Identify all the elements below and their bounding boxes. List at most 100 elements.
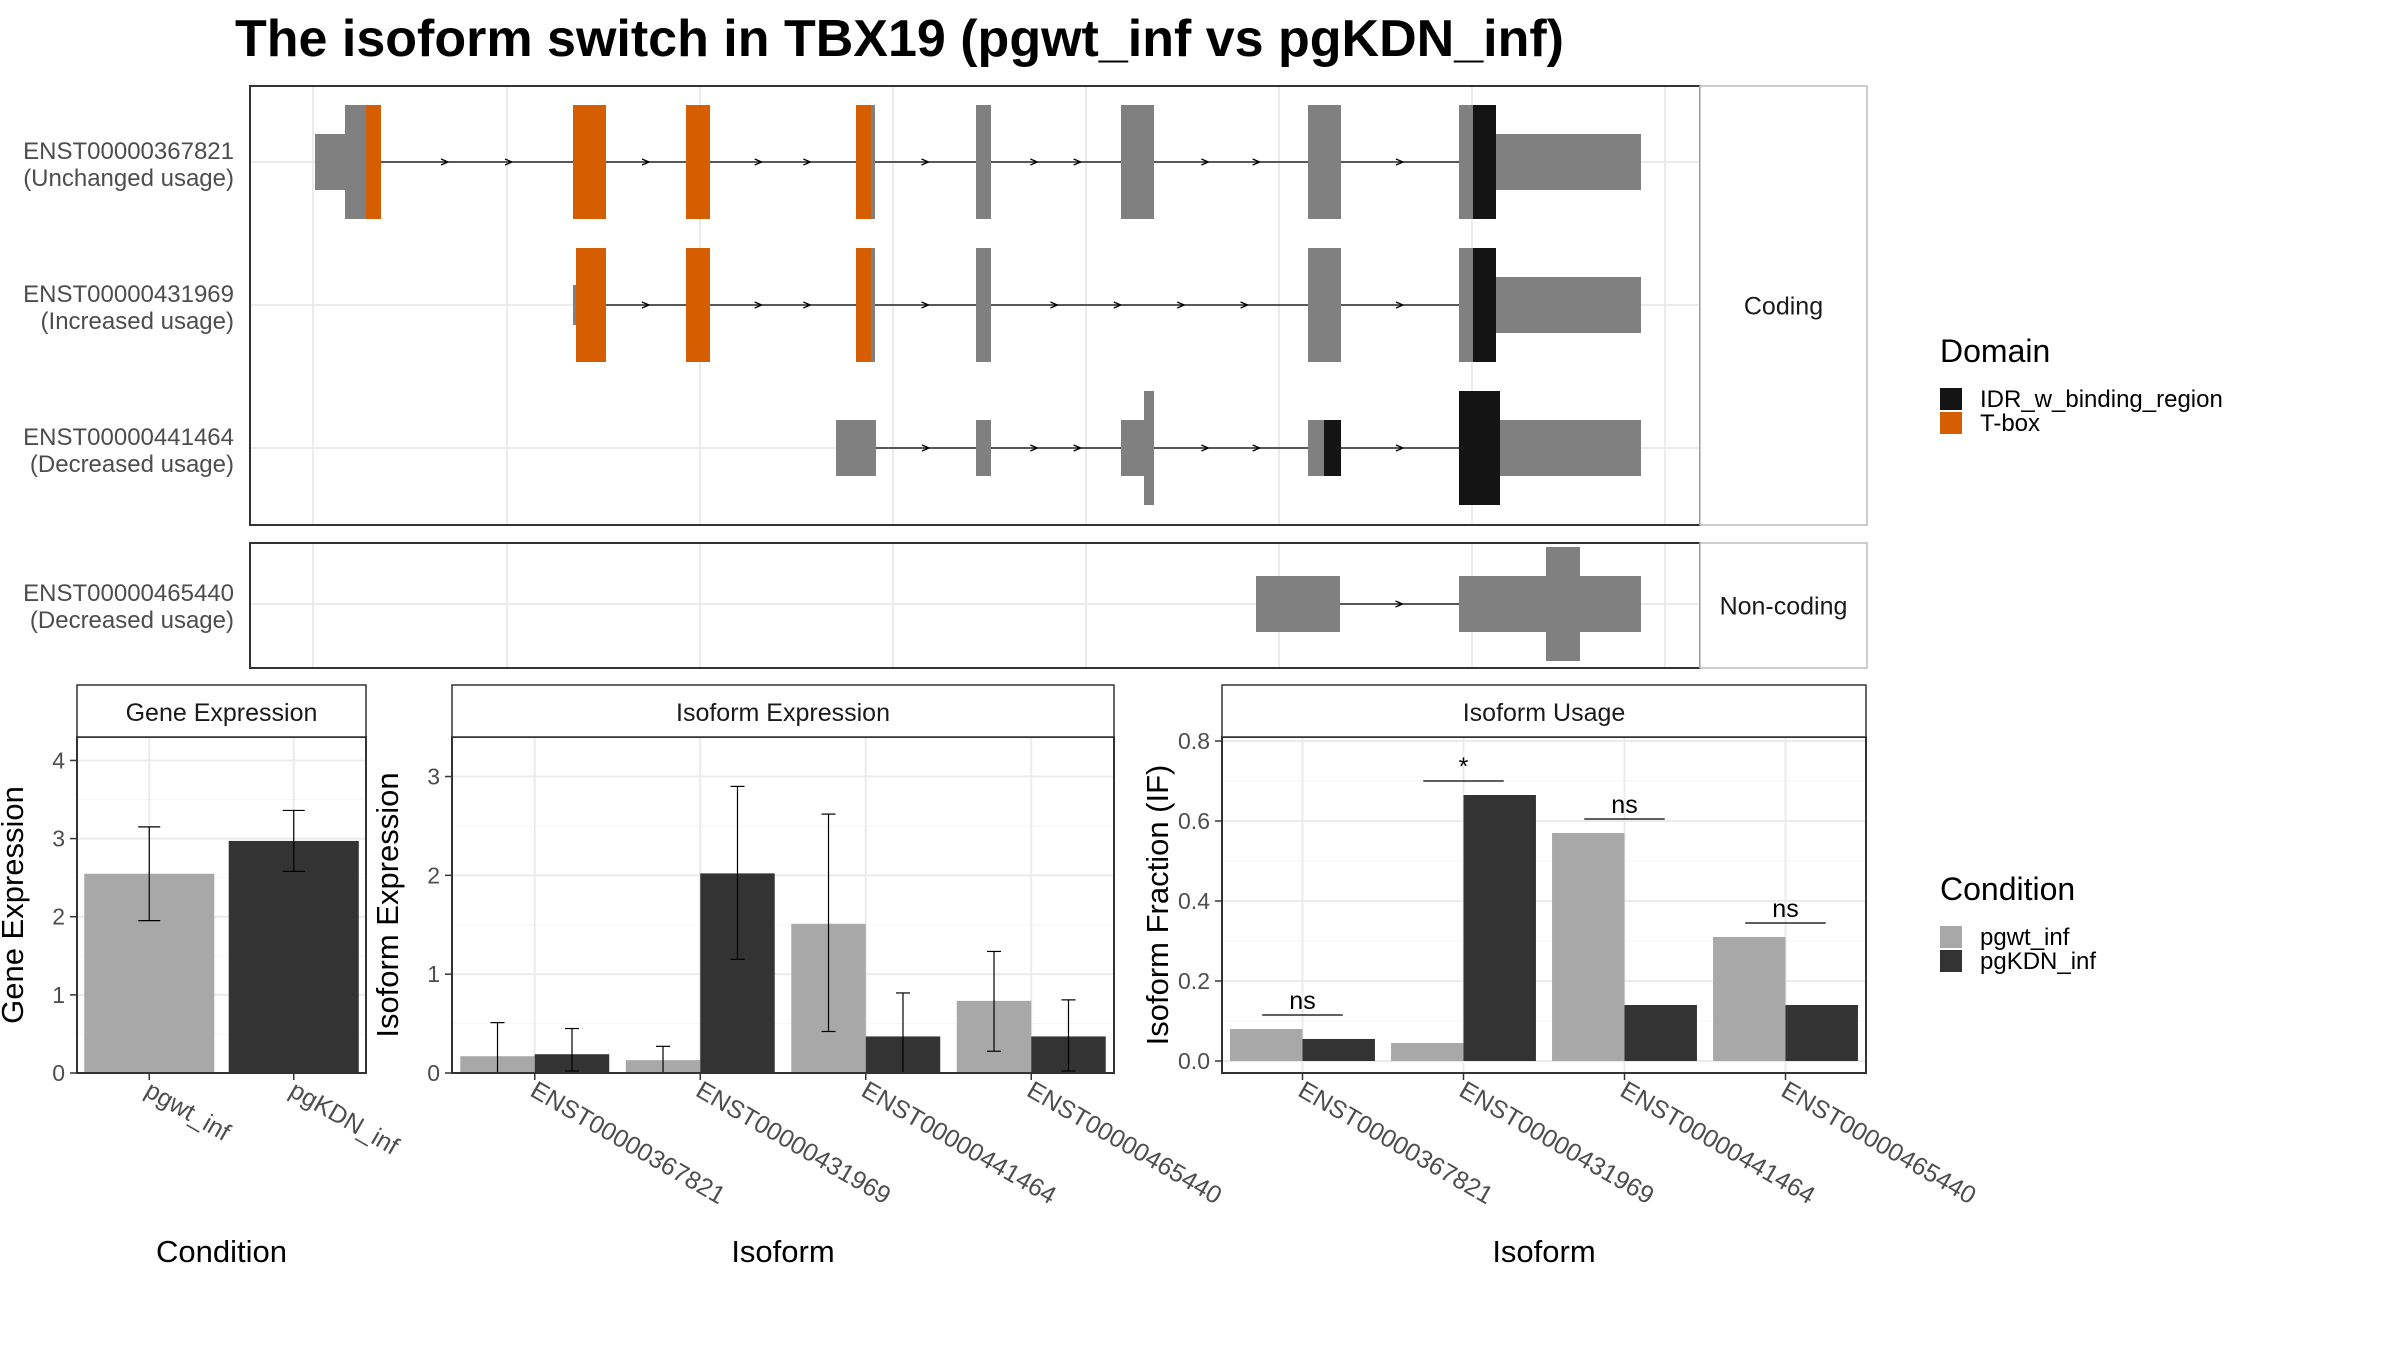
domain-idr (1459, 391, 1500, 505)
intron-arrow (1176, 301, 1186, 309)
isoform-id-label: ENST00000367821 (23, 138, 234, 165)
structure-strip (1699, 542, 1868, 669)
intron-arrow (1073, 158, 1083, 166)
legend-label: pgKDN_inf (1980, 948, 2096, 975)
intron-arrow (440, 158, 450, 166)
structure-panel-label: Coding (1744, 293, 1823, 321)
intron-arrow (1073, 444, 1083, 452)
intron-arrow (921, 301, 931, 309)
isoform-usage-label: (Decreased usage) (30, 451, 234, 478)
significance-label: ns (1772, 895, 1798, 923)
intron-arrow (1252, 444, 1262, 452)
exon (1580, 576, 1641, 632)
isoform-id-label: ENST00000441464 (23, 424, 234, 451)
significance-label: * (1459, 753, 1469, 781)
bar-panel-strip (76, 684, 367, 738)
exon (1144, 391, 1154, 505)
exon (1256, 576, 1340, 632)
y-tick-label: 0 (52, 1060, 65, 1086)
intron-arrow (1240, 301, 1250, 309)
exon (315, 134, 345, 190)
legend-title: Domain (1940, 333, 2050, 369)
intron-arrow (1395, 444, 1405, 452)
bar (1463, 795, 1536, 1061)
bar (1552, 833, 1625, 1061)
bar (228, 840, 359, 1073)
significance-label: ns (1289, 987, 1315, 1015)
exon (573, 285, 576, 325)
y-tick-label: 2 (427, 862, 440, 888)
x-tick-label: pgKDN_inf (285, 1076, 404, 1161)
y-tick-label: 3 (52, 826, 65, 852)
isoform-track: ENST00000431969(Increased usage) (23, 248, 1641, 362)
y-tick-label: 0.8 (1178, 728, 1210, 754)
bar-panel-strip (451, 684, 1115, 738)
structure-panel-label: Non-coding (1720, 593, 1848, 621)
y-tick-label: 1 (427, 961, 440, 987)
bar (1230, 1029, 1303, 1061)
isoform-track: ENST00000441464(Decreased usage) (23, 391, 1641, 505)
exon (976, 105, 991, 219)
exon (836, 420, 876, 476)
intron-arrow (1030, 444, 1039, 452)
domain-tbox (686, 248, 710, 362)
structure-panel-coding: Coding ENST00000367821(Unchanged usage) EN… (23, 85, 1868, 526)
exon (1546, 547, 1580, 661)
intron-arrow (1395, 301, 1405, 309)
isoform-usage-label: (Decreased usage) (30, 607, 234, 634)
intron-arrow (1201, 444, 1210, 452)
intron-arrow (1395, 600, 1405, 608)
intron-arrow (921, 158, 931, 166)
intron-arrow (641, 158, 651, 166)
exon (976, 420, 991, 476)
y-tick-label: 0.6 (1178, 808, 1210, 834)
legend-swatch (1940, 412, 1962, 434)
y-tick-label: 2 (52, 904, 65, 930)
y-axis-title: Isoform Fraction (IF) (1140, 765, 1175, 1046)
domain-idr (1473, 105, 1496, 219)
intron-arrow (1201, 158, 1210, 166)
intron-arrow (1113, 301, 1123, 309)
significance-label: ns (1611, 791, 1637, 819)
isoform-track: ENST00000465440(Decreased usage) (23, 547, 1641, 661)
domain-tbox (856, 105, 871, 219)
y-axis-title: Isoform Expression (370, 772, 405, 1037)
intron-arrow (1050, 301, 1060, 309)
exon (1493, 420, 1641, 476)
y-tick-label: 0.2 (1178, 968, 1210, 994)
domain-idr (1473, 248, 1496, 362)
intron-arrow (754, 158, 764, 166)
intron-arrow (1030, 158, 1039, 166)
exon (1308, 105, 1341, 219)
bar-panel-strip (1221, 684, 1867, 738)
y-tick-label: 4 (52, 747, 65, 773)
bar-panel-title: Isoform Expression (676, 699, 890, 727)
structure-panel-non-coding: Non-coding ENST00000465440(Decreased usag… (23, 542, 1868, 669)
legend-label: IDR_w_binding_region (1980, 386, 2223, 413)
domain-idr (1324, 420, 1341, 476)
bar-panel-title: Isoform Usage (1463, 699, 1626, 727)
intron-arrow (1252, 158, 1262, 166)
exon (1121, 420, 1144, 476)
x-axis-title: Condition (156, 1234, 287, 1269)
structure-strip (1699, 85, 1868, 526)
y-tick-label: 3 (427, 764, 440, 790)
domain-tbox (576, 248, 606, 362)
exon (1493, 134, 1641, 190)
intron-arrow (641, 301, 651, 309)
intron-arrow (754, 301, 764, 309)
exon (1493, 277, 1641, 333)
legend-swatch (1940, 950, 1962, 972)
isoform-usage-label: (Increased usage) (41, 308, 234, 335)
intron-arrow (1395, 158, 1405, 166)
domain-tbox (686, 105, 710, 219)
bar (1391, 1043, 1464, 1061)
isoform-usage-label: (Unchanged usage) (23, 165, 234, 192)
y-axis-title: Gene Expression (0, 786, 30, 1024)
y-tick-label: 1 (52, 982, 65, 1008)
intron-arrow (803, 158, 812, 166)
legend-swatch (1940, 388, 1962, 410)
